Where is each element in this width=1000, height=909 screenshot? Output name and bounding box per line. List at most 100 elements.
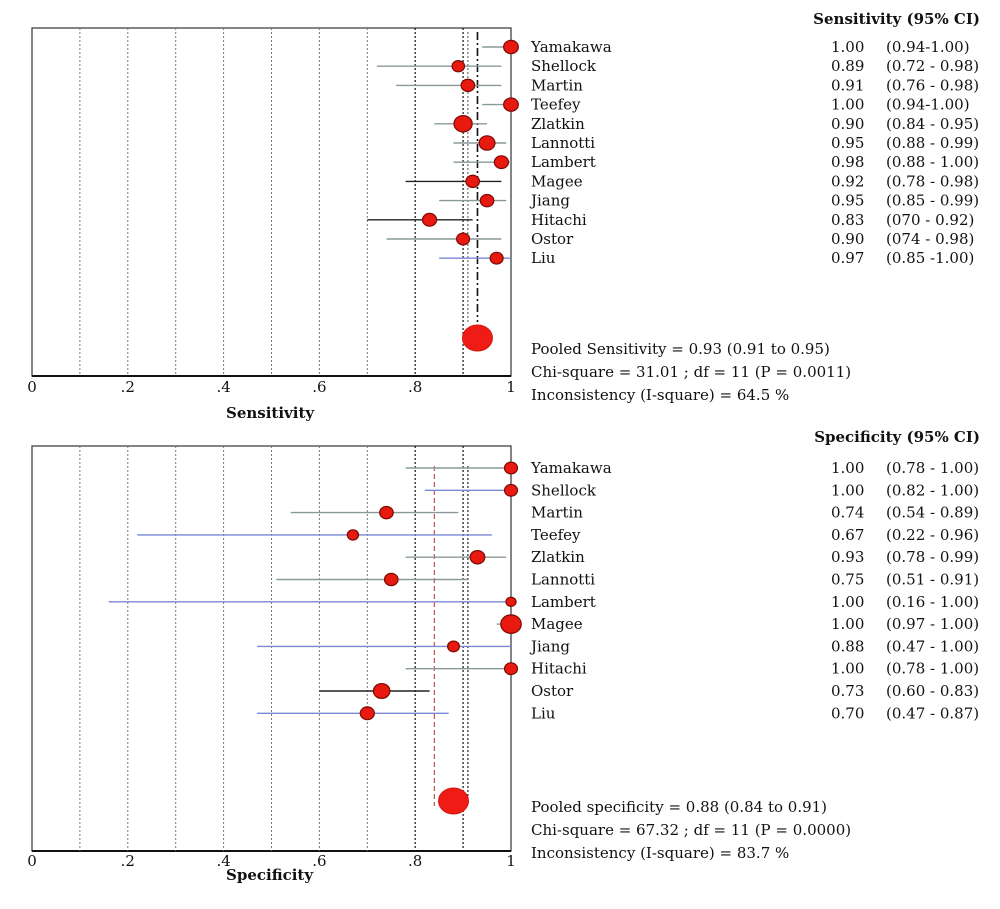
sens-study-value: 1.00	[831, 38, 864, 56]
sens-study-name: Hitachi	[531, 211, 587, 229]
sens-point-estimate	[453, 114, 473, 133]
sens-study-value: 0.95	[831, 134, 864, 152]
sens-study-name: Lannotti	[531, 134, 595, 152]
spec-study-name: Liu	[531, 704, 556, 722]
spec-tick-label: .4	[216, 852, 230, 870]
sens-study-ci: (0.76 - 0.98)	[886, 76, 979, 94]
sens-study-ci: (0.94-1.00)	[886, 96, 970, 114]
sens-study-name: Shellock	[531, 57, 597, 75]
sens-study-ci: (070 - 0.92)	[886, 211, 974, 229]
sens-study-ci: (0.78 - 0.98)	[886, 172, 979, 190]
sens-study-ci: (0.84 - 0.95)	[886, 115, 979, 133]
sens-study-value: 0.90	[831, 115, 864, 133]
spec-point-estimate	[383, 572, 399, 587]
sens-study-name: Ostor	[531, 230, 574, 248]
spec-point-estimate	[503, 461, 519, 475]
spec-point-estimate	[500, 614, 522, 634]
sens-study-ci: (0.72 - 0.98)	[886, 57, 979, 75]
sens-point-estimate	[493, 155, 510, 170]
sens-study-name: Yamakawa	[530, 38, 612, 56]
spec-point-estimate	[447, 640, 461, 653]
specificity-inconsistency-text: Inconsistency (I-square) = 83.7 %	[531, 844, 790, 862]
spec-study-name: Ostor	[531, 682, 574, 700]
sens-study-name: Lambert	[531, 153, 596, 171]
spec-point-estimate	[372, 682, 391, 700]
specificity-ci-header: Specificity (95% CI)	[814, 428, 980, 446]
spec-study-value: 1.00	[831, 660, 864, 678]
spec-study-value: 0.73	[831, 682, 864, 700]
sens-study-name: Zlatkin	[531, 115, 585, 133]
spec-study-ci: (0.78 - 1.00)	[886, 459, 979, 477]
specificity-chi-square-text: Chi-square = 67.32 ; df = 11 (P = 0.0000…	[531, 821, 852, 839]
spec-study-value: 1.00	[831, 481, 864, 499]
spec-study-ci: (0.78 - 0.99)	[886, 548, 979, 566]
specificity-axis-title: Specificity	[226, 866, 314, 884]
spec-point-estimate	[503, 662, 519, 676]
sens-tick-label: .2	[121, 378, 135, 396]
sens-point-estimate	[465, 174, 481, 189]
spec-tick-label: 1	[506, 852, 516, 870]
spec-study-ci: (0.51 - 0.91)	[886, 571, 979, 589]
sens-study-name: Jiang	[529, 192, 570, 210]
spec-study-value: 0.74	[831, 504, 864, 522]
sens-study-value: 0.83	[831, 211, 864, 229]
sensitivity-chart-svg: 0 .2 .4 .6 .8 1 Yamakawa 1.00 (0.94-1.00) Shelloc…	[27, 27, 979, 396]
spec-study-value: 0.67	[831, 526, 864, 544]
sensitivity-ci-header: Sensitivity (95% CI)	[813, 10, 980, 28]
spec-study-name: Yamakawa	[530, 459, 612, 477]
spec-study-name: Jiang	[529, 637, 570, 655]
spec-tick-label: .6	[312, 852, 326, 870]
spec-study-ci: (0.16 - 1.00)	[886, 593, 979, 611]
spec-point-estimate	[503, 483, 519, 497]
sens-study-name: Magee	[531, 172, 583, 190]
spec-study-value: 1.00	[831, 615, 864, 633]
spec-study-name: Martin	[531, 504, 583, 522]
sensitivity-summary: Pooled Sensitivity = 0.93 (0.91 to 0.95)…	[531, 338, 851, 407]
spec-study-value: 0.88	[831, 637, 864, 655]
spec-study-ci: (0.22 - 0.96)	[886, 526, 979, 544]
spec-study-ci: (0.97 - 1.00)	[886, 615, 979, 633]
sens-study-value: 0.91	[831, 76, 864, 94]
spec-study-ci: (0.78 - 1.00)	[886, 660, 979, 678]
specificity-chart-svg: 0 .2 .4 .6 .8 1 Yamakawa 1.00 (0.78 - 1.00) Shell…	[27, 445, 979, 870]
sens-study-value: 0.90	[831, 230, 864, 248]
spec-study-value: 0.70	[831, 704, 864, 722]
spec-study-value: 0.75	[831, 571, 864, 589]
spec-point-estimate	[505, 596, 517, 607]
spec-point-estimate	[469, 549, 486, 565]
sens-tick-label: 0	[27, 378, 37, 396]
spec-study-ci: (0.60 - 0.83)	[886, 682, 979, 700]
spec-study-value: 1.00	[831, 459, 864, 477]
sens-study-value: 1.00	[831, 96, 864, 114]
sensitivity-forest-plot: 0 .2 .4 .6 .8 1 Yamakawa 1.00 (0.94-1.00) Shelloc…	[0, 0, 1000, 430]
pooled-specificity-text: Pooled specificity = 0.88 (0.84 to 0.91)	[531, 798, 828, 816]
spec-study-value: 1.00	[831, 593, 864, 611]
sens-tick-label: .8	[408, 378, 422, 396]
spec-study-name: Lannotti	[531, 571, 595, 589]
sens-study-ci: (0.88 - 1.00)	[886, 153, 979, 171]
sens-point-estimate	[421, 212, 438, 227]
sensitivity-axis-title: Sensitivity	[226, 404, 315, 422]
sens-study-name: Martin	[531, 76, 583, 94]
sens-point-estimate	[478, 135, 496, 151]
sens-study-ci: (0.94-1.00)	[886, 38, 970, 56]
spec-tick-label: .2	[121, 852, 135, 870]
spec-study-name: Magee	[531, 615, 583, 633]
spec-study-ci: (0.47 - 1.00)	[886, 637, 979, 655]
sens-point-estimate	[503, 97, 519, 112]
sens-study-ci: (0.88 - 0.99)	[886, 134, 979, 152]
spec-point-estimate	[359, 706, 375, 721]
sens-study-ci: (0.85 - 0.99)	[886, 192, 979, 210]
spec-point-estimate	[346, 529, 360, 541]
sens-study-value: 0.92	[831, 172, 864, 190]
spec-point-estimate	[379, 505, 394, 520]
spec-study-name: Zlatkin	[531, 548, 585, 566]
sens-point-estimate	[460, 78, 476, 93]
sens-point-estimate	[489, 251, 504, 265]
specificity-forest-plot: 0 .2 .4 .6 .8 1 Yamakawa 1.00 (0.78 - 1.00) Shell…	[0, 428, 1000, 909]
sens-study-name: Liu	[531, 249, 556, 267]
spec-study-ci: (0.47 - 0.87)	[886, 704, 979, 722]
pooled-sensitivity-text: Pooled Sensitivity = 0.93 (0.91 to 0.95)	[531, 340, 830, 358]
spec-pooled-estimate	[438, 787, 470, 815]
sensitivity-chi-square-text: Chi-square = 31.01 ; df = 11 (P = 0.0011…	[531, 363, 852, 381]
